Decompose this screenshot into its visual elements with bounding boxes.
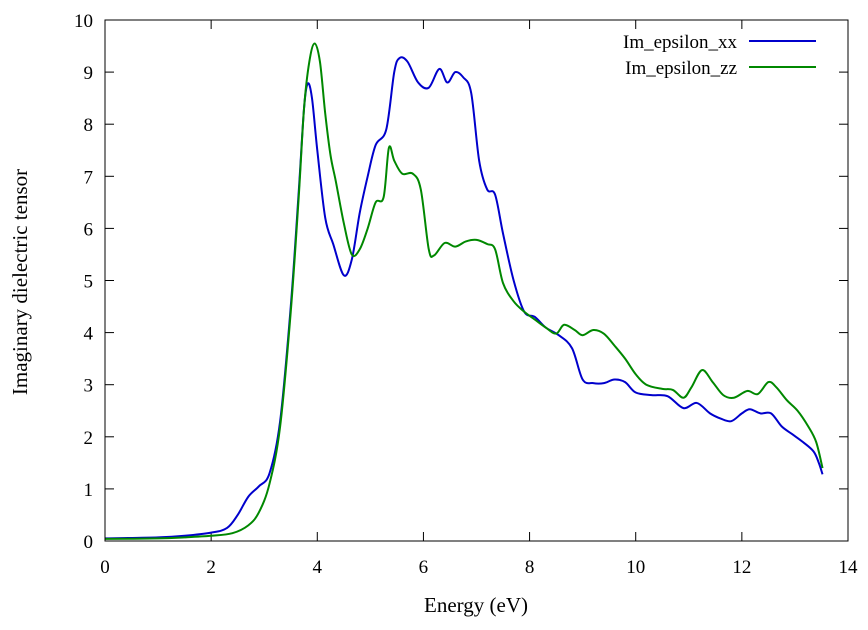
x-tick-label: 12 <box>732 557 751 578</box>
y-tick-label: 3 <box>84 376 94 397</box>
y-tick-label: 0 <box>84 532 94 553</box>
series-line-im-epsilon-zz <box>104 42 824 540</box>
series-layer <box>104 42 824 540</box>
y-axis-label: Imaginary dielectric tensor <box>8 169 32 395</box>
x-tick-label: 4 <box>313 557 323 578</box>
y-tick-label: 8 <box>84 115 94 136</box>
y-tick-label: 10 <box>74 11 93 32</box>
y-tick-label: 4 <box>84 324 94 345</box>
y-tick-label: 9 <box>84 63 94 84</box>
legend-label-zz: Im_epsilon_zz <box>625 58 737 79</box>
x-tick-label: 2 <box>206 557 216 578</box>
y-tick-label: 6 <box>84 219 94 240</box>
x-tick-label: 8 <box>525 557 535 578</box>
y-tick-label: 1 <box>84 480 94 501</box>
x-tick-label: 14 <box>839 557 859 578</box>
plot-frame <box>104 19 849 542</box>
x-axis-label: Energy (eV) <box>424 593 528 617</box>
legend: Im_epsilon_xx Im_epsilon_zz <box>623 32 816 79</box>
y-tick-label: 7 <box>84 167 94 188</box>
x-tick-label: 10 <box>626 557 645 578</box>
y-tick-label: 2 <box>84 428 94 449</box>
legend-label-xx: Im_epsilon_xx <box>623 32 737 53</box>
x-tick-label: 0 <box>100 557 110 578</box>
x-tick-label: 6 <box>419 557 429 578</box>
y-tick-label: 5 <box>84 272 94 293</box>
